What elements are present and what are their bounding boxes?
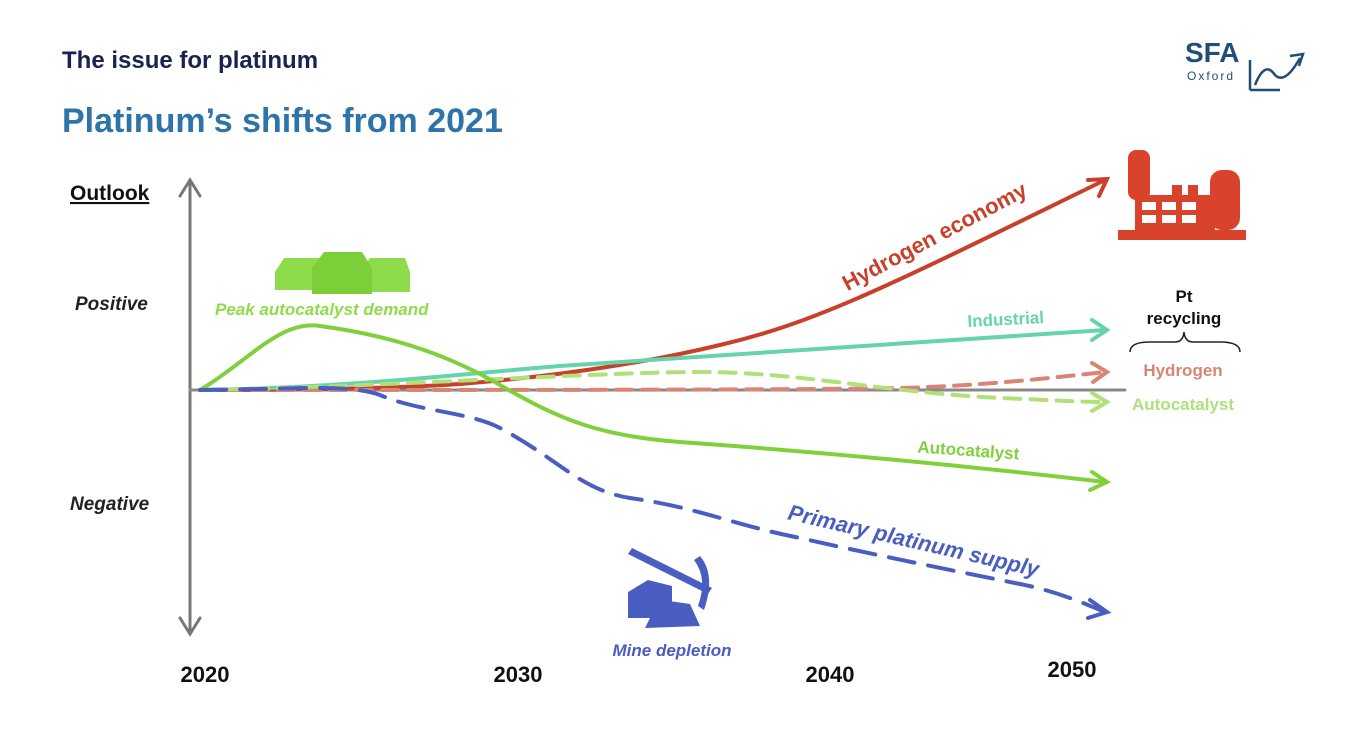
hydrogen-recycling-line [198,370,1107,392]
logo-sub: Oxford [1187,69,1235,83]
autocatalyst-line [198,323,1107,484]
industrial-label: Industrial [967,308,1044,331]
arrow-head [1090,391,1111,413]
brace [1129,331,1241,353]
mine-icon [628,548,712,628]
negative-label: Negative [70,494,150,515]
logo-mark [1289,52,1305,67]
logo-mark [1248,57,1302,92]
arrow-head [1088,470,1112,492]
year-label: 2040 [806,662,855,687]
autocatalyst-recycling-label: Autocatalyst [1132,395,1234,414]
mine-annotation: Mine depletion [613,641,732,660]
hydrogen-economy-label: Hydrogen economy [838,177,1032,296]
peak-annotation: Peak autocatalyst demand [215,300,429,319]
title: The issue for platinum [62,47,318,74]
year-label: 2030 [494,662,543,687]
recycling-title: Pt [1176,287,1193,306]
axis-label: Outlook [70,182,150,205]
positive-label: Positive [75,294,148,315]
year-label: 2050 [1048,657,1097,682]
y-axis-arrows [178,177,202,637]
arrow-head [1090,361,1111,384]
autocatalyst-label: Autocatalyst [917,437,1020,463]
hydrogen-recycling-label: Hydrogen [1143,361,1222,380]
arrow-head [1090,318,1111,342]
primary-supply-line [198,386,1107,614]
industrial-line [198,328,1107,392]
autocatalyst-recycling-line [198,369,1107,404]
logo-name: SFA [1185,37,1239,68]
arrow-head [1086,598,1112,620]
cars-icon [275,252,410,294]
recycling-title: recycling [1147,309,1222,328]
year-label: 2020 [181,662,230,687]
primary-supply-label: Primary platinum supply [786,500,1043,583]
arrow-head [1086,176,1111,198]
subtitle: Platinum’s shifts from 2021 [62,102,503,140]
factory-icon [1118,150,1246,240]
